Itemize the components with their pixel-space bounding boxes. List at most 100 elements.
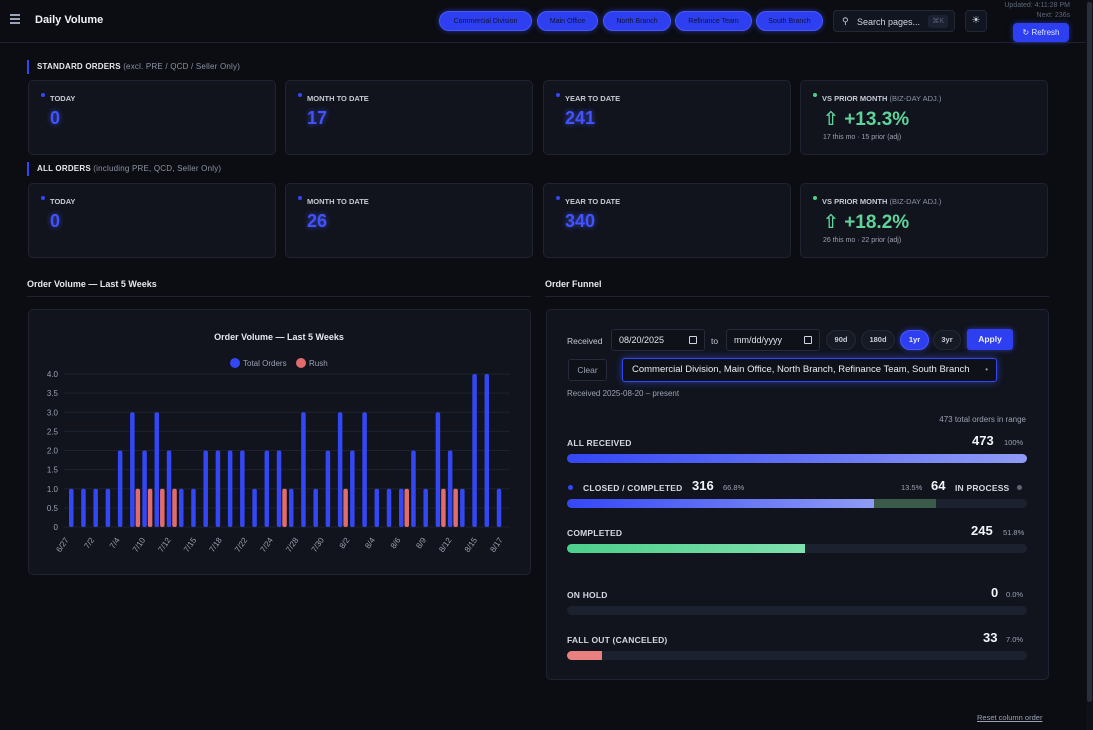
range-1yr[interactable]: 1yr: [900, 330, 929, 350]
range-90d[interactable]: 90d: [826, 330, 856, 350]
card-dot-icon: [41, 93, 45, 97]
chart-title: Order Volume — Last 5 Weeks: [214, 332, 344, 342]
bar-total-orders: [252, 488, 257, 527]
to-date-placeholder: mm/dd/yyyy: [734, 335, 783, 345]
search-shortcut-badge: ⌘K: [928, 15, 948, 28]
bar-rush: [343, 488, 348, 527]
division-chip-south-branch[interactable]: South Branch: [756, 11, 823, 31]
card-label: TODAY: [50, 94, 76, 103]
in-process-label: IN PROCESS: [955, 483, 1010, 493]
all-vs-prior-card: VS PRIOR MONTH (BIZ-DAY ADJ.) ⇧ +18.2% 2…: [800, 183, 1048, 258]
fall-out-label: FALL OUT (CANCELED): [567, 635, 668, 645]
card-label: VS PRIOR MONTH (BIZ-DAY ADJ.): [822, 197, 941, 206]
division-chip-north-branch[interactable]: North Branch: [603, 11, 671, 31]
y-tick-label: 3.0: [47, 408, 59, 417]
page-title: Daily Volume: [35, 14, 104, 26]
standard-orders-heading: STANDARD ORDERS (excl. PRE / QCD / Selle…: [27, 60, 240, 74]
card-value: 17: [307, 108, 328, 128]
bar-total-orders: [325, 450, 331, 527]
vs-label-text: VS PRIOR MONTH: [822, 197, 888, 206]
standard-heading-sub: (excl. PRE / QCD / Seller Only): [123, 62, 241, 71]
division-chip-commercial[interactable]: Commercial Division: [439, 11, 532, 31]
volume-panel-title: Order Volume — Last 5 Weeks: [27, 279, 157, 289]
legend-swatch-0: [230, 358, 240, 368]
vs-prior-value: ⇧ +13.3%: [823, 109, 910, 130]
search-input[interactable]: ⚲ Search pages... ⌘K: [833, 10, 955, 32]
refresh-button[interactable]: ↻ Refresh: [1013, 23, 1069, 42]
all-received-pct: 100%: [1004, 438, 1024, 447]
all-heading-sub: (including PRE, QCD, Seller Only): [93, 164, 222, 173]
vs-prior-foot: 26 this mo · 22 prior (adj): [823, 237, 902, 244]
y-tick-label: 2.0: [47, 447, 59, 456]
bar-total-orders: [350, 450, 355, 527]
bar-total-orders: [240, 450, 245, 527]
card-label: VS PRIOR MONTH (BIZ-DAY ADJ.): [822, 94, 941, 103]
calendar-icon[interactable]: [689, 336, 697, 344]
theme-toggle-sun-icon[interactable]: ☀: [965, 10, 987, 32]
calendar-icon[interactable]: [804, 336, 812, 344]
bar-total-orders: [105, 488, 111, 527]
fall-out-value: 33: [983, 630, 998, 645]
division-chip-main-office[interactable]: Main Office: [537, 11, 598, 31]
bar-total-orders: [69, 488, 74, 527]
hamburger-menu-icon[interactable]: [10, 14, 20, 24]
legend-swatch-1: [296, 358, 306, 368]
x-tick-label: 6/27: [54, 536, 71, 554]
card-dot-icon: [813, 93, 817, 97]
bar-total-orders: [460, 488, 465, 527]
range-3yr[interactable]: 3yr: [933, 330, 961, 350]
legend-label-0: Total Orders: [243, 359, 287, 368]
bar-total-orders: [301, 412, 306, 527]
bar-total-orders: [374, 488, 380, 527]
to-date-input[interactable]: mm/dd/yyyy: [726, 329, 820, 351]
bar-total-orders: [423, 488, 428, 527]
all-ytd-card: YEAR TO DATE 340: [543, 183, 791, 258]
x-tick-label: 7/10: [131, 536, 148, 554]
card-dot-icon: [41, 196, 45, 200]
bar-total-orders: [472, 374, 477, 527]
range-180d[interactable]: 180d: [861, 330, 895, 350]
bar-total-orders: [276, 450, 282, 527]
all-mtd-card: MONTH TO DATE 26: [285, 183, 533, 258]
bar-total-orders: [264, 450, 270, 527]
in-process-pct: 13.5%: [901, 483, 923, 492]
clear-button[interactable]: Clear: [568, 359, 607, 381]
division-chip-refinance-team[interactable]: Refinance Team: [675, 11, 752, 31]
all-heading-text: ALL ORDERS: [37, 164, 91, 173]
closed-pct: 66.8%: [723, 483, 745, 492]
bar-total-orders: [191, 488, 196, 527]
division-select[interactable]: Commercial Division, Main Office, North …: [622, 358, 997, 382]
closed-value: 316: [692, 478, 714, 493]
x-tick-label: 8/17: [488, 536, 505, 554]
card-dot-icon: [813, 196, 817, 200]
bar-total-orders: [447, 450, 453, 527]
bar-total-orders: [289, 488, 294, 527]
closed-label: CLOSED / COMPLETED: [583, 483, 683, 493]
all-orders-heading: ALL ORDERS (including PRE, QCD, Seller O…: [27, 162, 221, 176]
bar-rush: [147, 488, 153, 527]
fall-out-track: [567, 651, 1027, 660]
card-label: TODAY: [50, 197, 76, 206]
all-today-card: TODAY 0: [28, 183, 276, 258]
card-dot-icon: [556, 93, 560, 97]
x-tick-label: 8/2: [338, 536, 352, 551]
x-tick-label: 7/18: [208, 536, 225, 554]
apply-button[interactable]: Apply: [967, 329, 1013, 350]
fall-out-pct: 7.0%: [1006, 635, 1024, 644]
card-value: 0: [50, 211, 61, 231]
page-scrollbar[interactable]: [1086, 0, 1093, 730]
top-bar: Daily Volume Commercial Division Main Of…: [0, 0, 1093, 43]
scrollbar-thumb[interactable]: [1087, 2, 1092, 702]
from-date-input[interactable]: 08/20/2025: [611, 329, 705, 351]
volume-panel-rule: [27, 296, 531, 297]
bar-rush: [172, 488, 177, 527]
completed-value: 245: [971, 523, 993, 538]
received-range-text: Received 2025-08-20 – present: [567, 389, 680, 398]
bar-total-orders: [142, 450, 147, 527]
on-hold-label: ON HOLD: [567, 590, 608, 600]
reset-column-order-link[interactable]: Reset column order: [977, 713, 1043, 722]
all-received-value: 473: [972, 433, 994, 448]
vs-label-sub: (BIZ-DAY ADJ.): [889, 94, 942, 103]
closed-bar: [567, 499, 875, 508]
